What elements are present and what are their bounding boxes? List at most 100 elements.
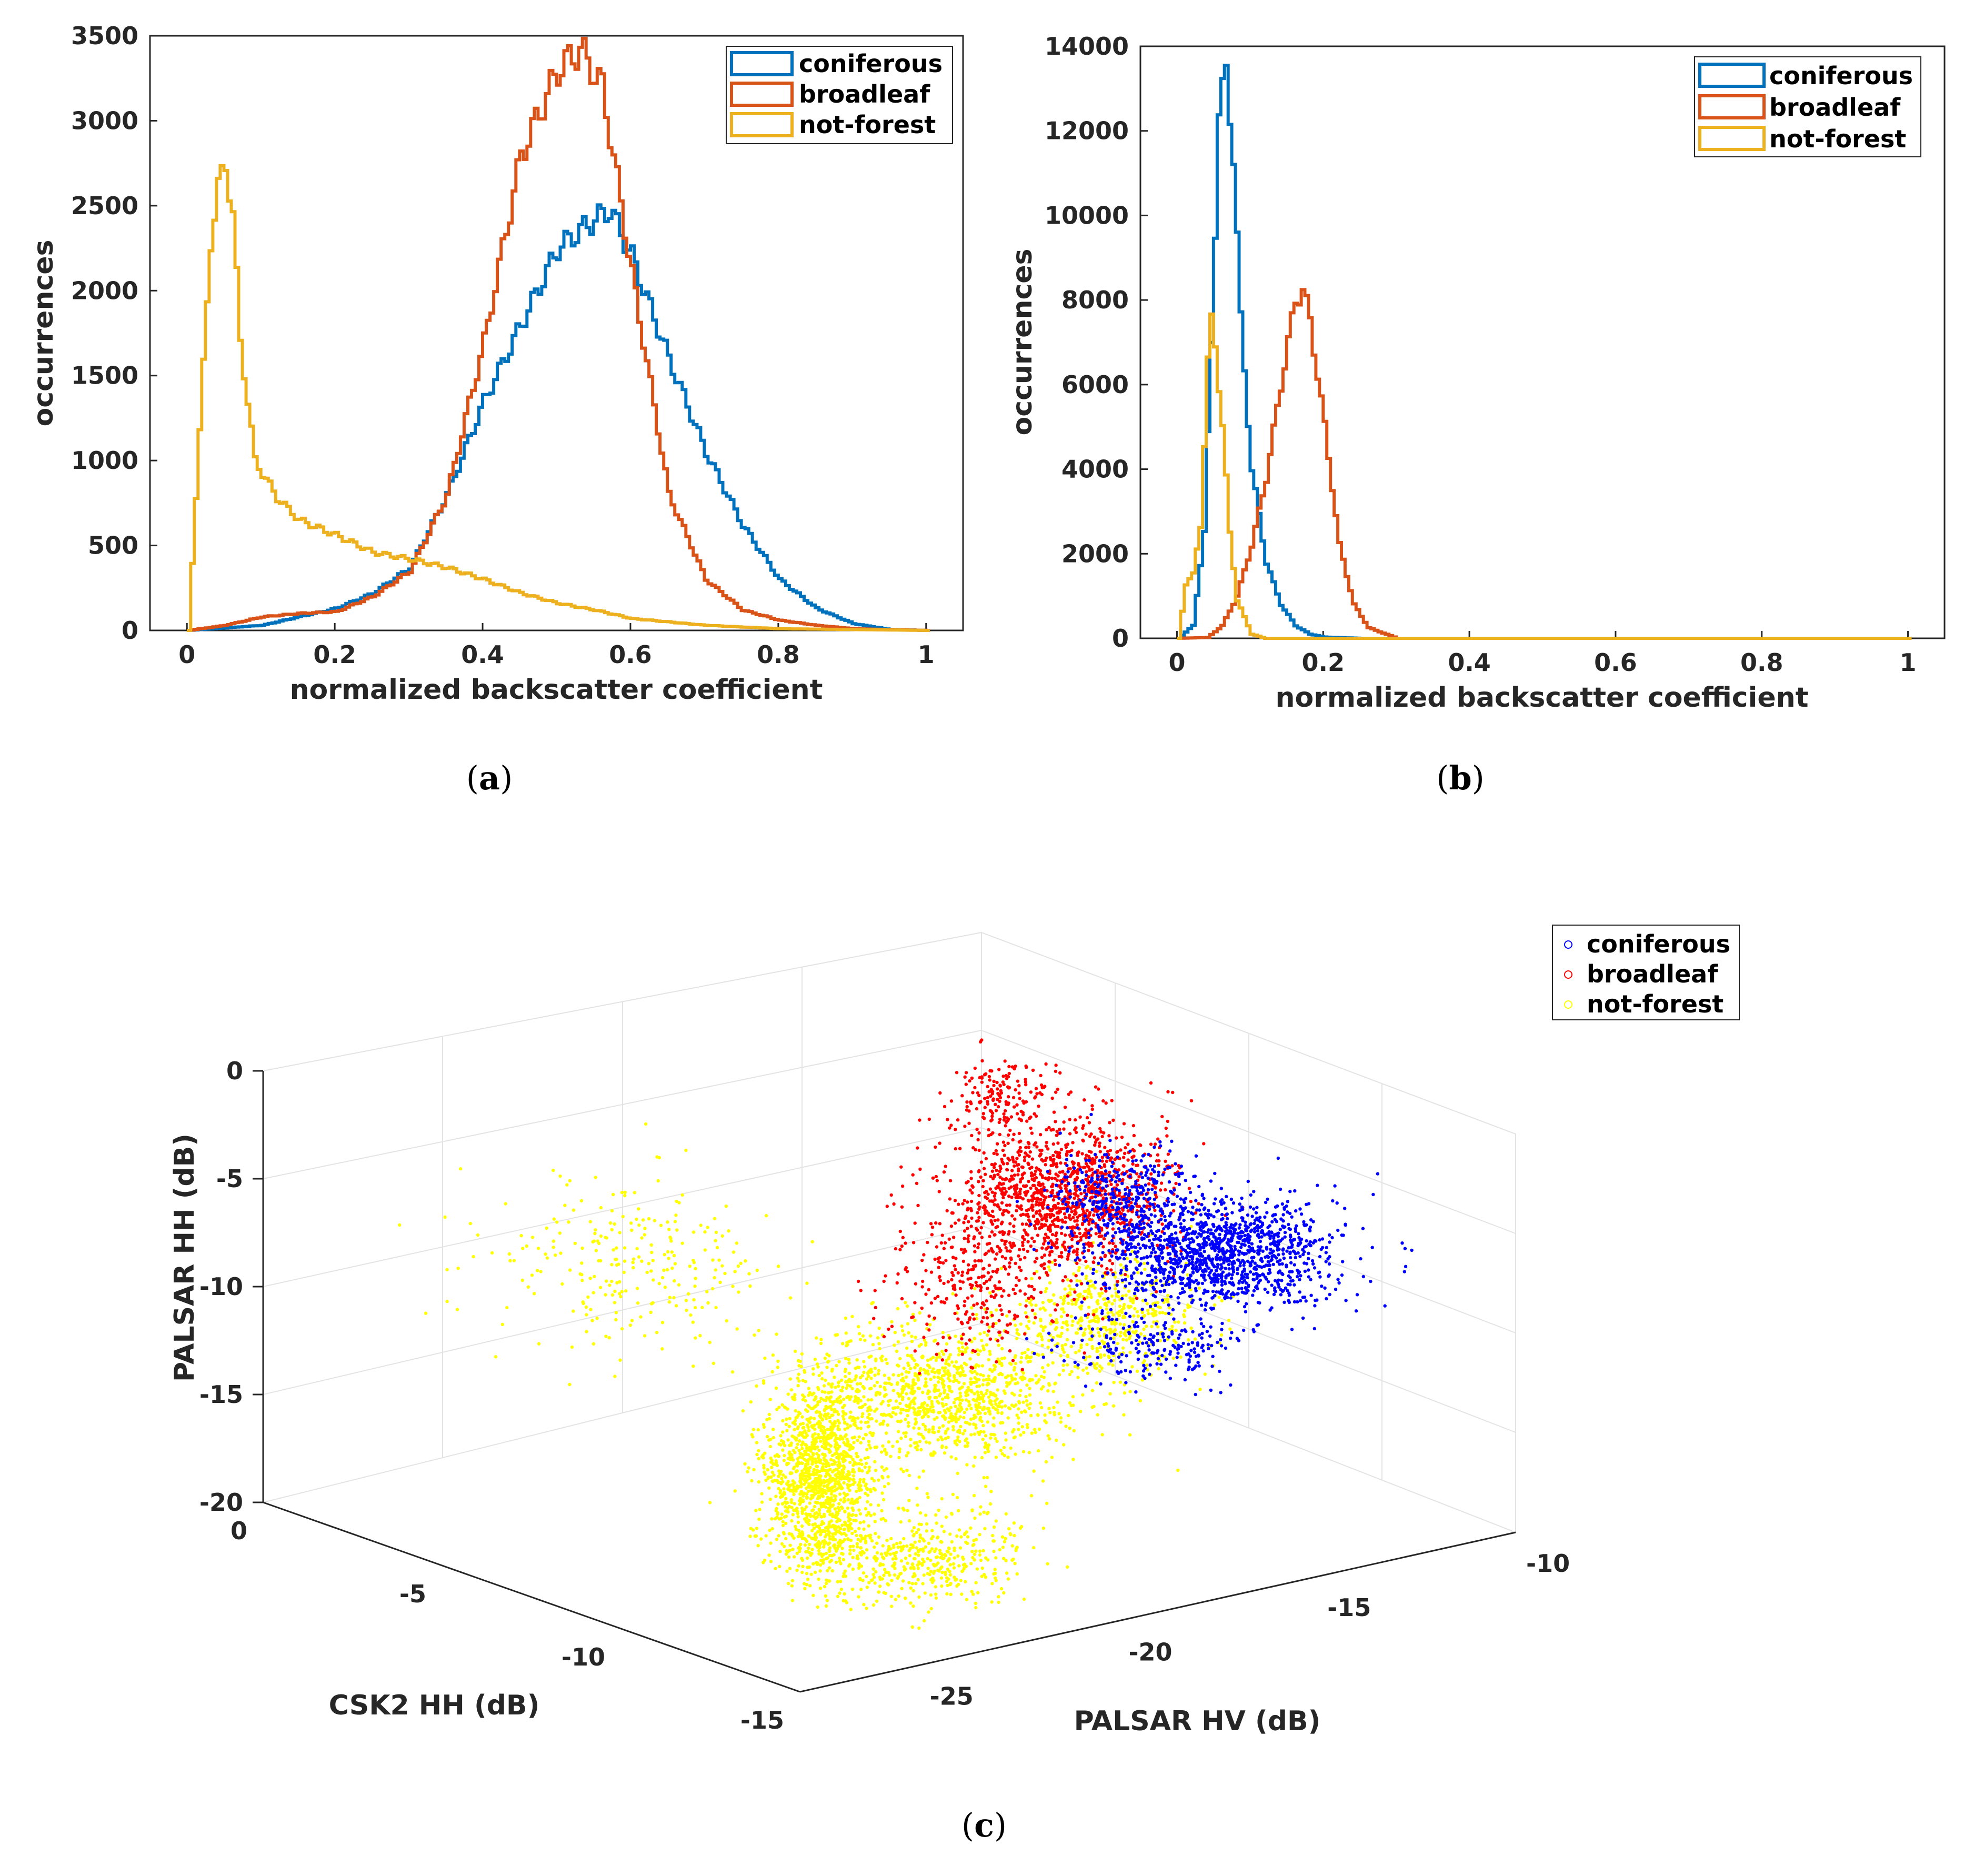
scatter-point: [884, 1358, 888, 1361]
scatter-point: [831, 1485, 835, 1489]
scatter-point: [896, 1419, 900, 1423]
scatter-point: [814, 1472, 817, 1476]
scatter-point: [874, 1359, 878, 1362]
scatter-point: [748, 1284, 752, 1288]
scatter-point: [880, 1359, 884, 1362]
scatter-point: [841, 1342, 845, 1346]
scatter-cloud-broadleaf: [856, 1038, 1245, 1376]
scatter-point: [889, 1415, 894, 1419]
scatter-point: [1068, 1291, 1072, 1295]
scatter-point: [836, 1525, 840, 1529]
scatter-point: [898, 1401, 902, 1406]
scatter-point: [1058, 1373, 1061, 1377]
scatter-point: [935, 1356, 939, 1360]
scatter-point: [848, 1445, 852, 1449]
scatter-point: [969, 1526, 973, 1530]
scatter-point: [860, 1414, 864, 1419]
scatter-point: [841, 1558, 846, 1562]
scatter-point: [869, 1408, 873, 1412]
scatter-point: [880, 1509, 884, 1512]
scatter-point: [813, 1533, 817, 1537]
scatter-point: [1125, 1257, 1129, 1260]
scatter-point: [813, 1504, 817, 1509]
scatter-point: [984, 1157, 988, 1161]
scatter-point: [1220, 1299, 1224, 1302]
scatter-point: [814, 1491, 818, 1496]
scatter-point: [610, 1228, 614, 1232]
scatter-point: [768, 1398, 773, 1401]
scatter-point: [807, 1518, 811, 1522]
scatter-point: [796, 1520, 800, 1524]
scatter-point: [829, 1519, 834, 1523]
scatter-point: [989, 1175, 993, 1178]
scatter-point: [1004, 1512, 1008, 1516]
scatter-point: [867, 1469, 871, 1473]
scatter-point: [903, 1333, 906, 1337]
scatter-point: [910, 1582, 915, 1586]
scatter-point: [1041, 1526, 1046, 1530]
scatter-point: [936, 1536, 939, 1540]
scatter-point: [910, 1357, 915, 1360]
scatter-point: [810, 1440, 814, 1444]
scatter-point: [520, 1278, 524, 1282]
scatter-point: [966, 1180, 970, 1183]
scatter-point: [1062, 1310, 1066, 1314]
scatter-point: [1097, 1331, 1100, 1335]
scatter-point: [944, 1366, 947, 1370]
scatter-point: [1073, 1219, 1077, 1223]
scatter-point: [997, 1595, 1000, 1599]
scatter-point: [859, 1534, 863, 1538]
scatter-point: [1070, 1323, 1074, 1327]
scatter-point: [791, 1548, 795, 1551]
scatter-point: [986, 1558, 990, 1562]
scatter-point: [623, 1190, 627, 1194]
scatter-point: [649, 1302, 654, 1306]
scatter-point: [987, 1133, 990, 1138]
scatter-point: [784, 1509, 788, 1513]
scatter-point: [939, 1540, 943, 1544]
scatter-point: [986, 1446, 990, 1450]
scatter-point: [1125, 1338, 1129, 1342]
scatter-points: [398, 1038, 1414, 1630]
scatter-point: [964, 1347, 968, 1351]
scatter-point: [1042, 1242, 1046, 1246]
scatter-point: [818, 1415, 823, 1419]
scatter-point: [1116, 1220, 1120, 1224]
scatter-point: [1014, 1382, 1017, 1386]
scatter-point: [957, 1218, 961, 1222]
scatter-point: [909, 1354, 913, 1358]
scatter-point: [1072, 1249, 1076, 1253]
scatter-point: [840, 1547, 844, 1550]
scatter-point: [1097, 1317, 1100, 1321]
scatter-point: [725, 1319, 728, 1323]
scatter-point: [599, 1206, 603, 1210]
scatter-point: [851, 1463, 855, 1467]
scatter-point: [799, 1422, 803, 1426]
scatter-point: [1072, 1272, 1076, 1276]
scatter-point: [619, 1295, 623, 1299]
scatter-point: [891, 1546, 896, 1549]
scatter-point: [786, 1392, 790, 1396]
scatter-point: [985, 1197, 989, 1200]
legend-label-not-forest-b: not-forest: [1769, 125, 1906, 153]
scatter-point: [1050, 1176, 1054, 1180]
scatter-point: [1036, 1380, 1040, 1384]
scatter-point: [809, 1489, 813, 1493]
scatter-point: [1035, 1200, 1039, 1203]
scatter-point: [1061, 1169, 1065, 1173]
scatter-point: [1038, 1209, 1041, 1213]
scatter-point: [837, 1360, 841, 1363]
scatter-point: [953, 1378, 957, 1382]
scatter-point: [830, 1514, 835, 1518]
scatter-point: [778, 1550, 782, 1553]
scatter-point: [1126, 1274, 1130, 1278]
scatter-point: [1107, 1362, 1111, 1366]
scatter-point: [928, 1549, 932, 1553]
scatter-point: [1010, 1391, 1014, 1395]
scatter-point: [1077, 1295, 1081, 1299]
scatter-point: [797, 1364, 801, 1368]
scatter-point: [855, 1389, 858, 1393]
scatter-point: [806, 1556, 809, 1560]
scatter-point: [876, 1336, 880, 1340]
scatter-point: [1164, 1188, 1167, 1192]
